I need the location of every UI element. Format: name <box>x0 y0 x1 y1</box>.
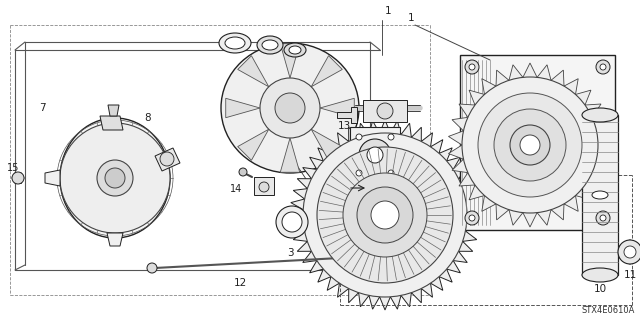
Circle shape <box>367 147 383 163</box>
Text: 15: 15 <box>7 163 19 173</box>
Text: 14: 14 <box>230 184 242 194</box>
Circle shape <box>462 77 598 213</box>
Circle shape <box>388 170 394 176</box>
Circle shape <box>618 240 640 264</box>
Circle shape <box>478 93 582 197</box>
Circle shape <box>105 168 125 188</box>
Circle shape <box>260 78 320 138</box>
Polygon shape <box>100 116 123 130</box>
Polygon shape <box>45 170 60 186</box>
Circle shape <box>147 263 157 273</box>
Polygon shape <box>280 44 300 78</box>
Circle shape <box>465 60 479 74</box>
Ellipse shape <box>284 43 306 57</box>
Circle shape <box>600 215 606 221</box>
Circle shape <box>317 147 453 283</box>
Ellipse shape <box>582 268 618 282</box>
Circle shape <box>282 212 302 232</box>
Text: 10: 10 <box>593 284 607 294</box>
Text: 3: 3 <box>287 248 293 258</box>
Circle shape <box>97 160 133 196</box>
Circle shape <box>494 109 566 181</box>
Circle shape <box>371 201 399 229</box>
Bar <box>363 100 407 122</box>
Ellipse shape <box>219 33 251 53</box>
Circle shape <box>60 123 170 233</box>
Text: 6: 6 <box>403 148 410 158</box>
Circle shape <box>259 182 269 192</box>
Circle shape <box>520 135 540 155</box>
Bar <box>350 127 400 183</box>
Text: 13: 13 <box>338 121 351 131</box>
Circle shape <box>356 134 362 140</box>
Circle shape <box>596 211 610 225</box>
Circle shape <box>469 215 475 221</box>
Ellipse shape <box>225 37 245 49</box>
Polygon shape <box>320 98 355 118</box>
Polygon shape <box>237 56 269 87</box>
Circle shape <box>510 125 550 165</box>
Circle shape <box>12 172 24 184</box>
Text: 2: 2 <box>313 186 319 196</box>
Circle shape <box>303 133 467 297</box>
Circle shape <box>624 246 636 258</box>
Text: 8: 8 <box>145 113 151 123</box>
Circle shape <box>388 134 394 140</box>
Circle shape <box>377 103 393 119</box>
Polygon shape <box>280 138 300 172</box>
Circle shape <box>275 93 305 123</box>
Ellipse shape <box>592 191 608 199</box>
Text: STX4E0610A: STX4E0610A <box>582 306 635 315</box>
Polygon shape <box>107 233 123 246</box>
Circle shape <box>239 168 247 176</box>
Circle shape <box>160 152 174 166</box>
Text: 1: 1 <box>385 6 392 16</box>
Circle shape <box>357 187 413 243</box>
Text: 11: 11 <box>623 270 637 280</box>
Polygon shape <box>237 129 269 160</box>
Polygon shape <box>311 129 342 160</box>
Circle shape <box>356 170 362 176</box>
Circle shape <box>596 60 610 74</box>
Text: 12: 12 <box>234 278 246 288</box>
Polygon shape <box>155 148 180 171</box>
Circle shape <box>276 206 308 238</box>
Polygon shape <box>337 107 357 123</box>
Text: 1: 1 <box>408 13 414 23</box>
Polygon shape <box>290 120 480 310</box>
Circle shape <box>359 139 391 171</box>
Polygon shape <box>226 98 260 118</box>
Bar <box>582 115 618 275</box>
Circle shape <box>465 211 479 225</box>
Ellipse shape <box>289 46 301 54</box>
Text: 7: 7 <box>38 103 45 113</box>
Ellipse shape <box>257 36 283 54</box>
Ellipse shape <box>262 40 278 50</box>
Ellipse shape <box>60 118 170 238</box>
Text: E-6: E-6 <box>352 183 371 193</box>
Circle shape <box>469 64 475 70</box>
Polygon shape <box>449 63 612 227</box>
Circle shape <box>343 173 427 257</box>
Bar <box>460 55 615 230</box>
Text: 4: 4 <box>397 108 404 118</box>
Polygon shape <box>108 105 119 116</box>
Polygon shape <box>311 56 342 87</box>
Circle shape <box>600 64 606 70</box>
Ellipse shape <box>582 108 618 122</box>
Ellipse shape <box>221 43 359 173</box>
Bar <box>254 177 274 195</box>
